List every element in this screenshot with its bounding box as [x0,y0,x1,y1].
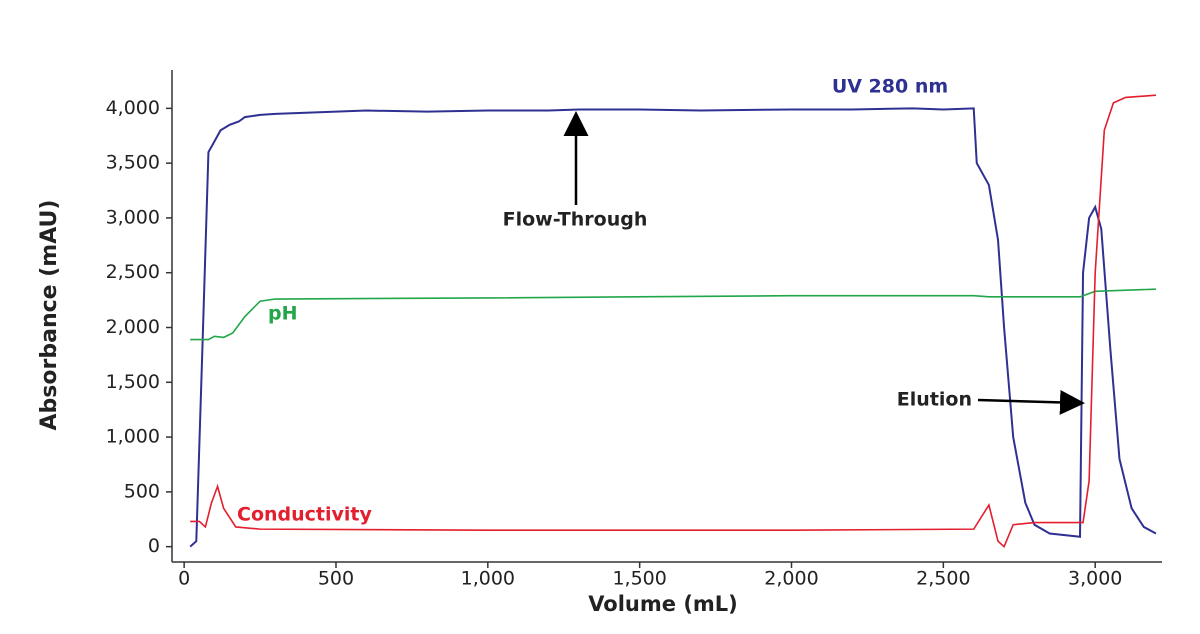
series-line [190,94,1156,549]
annotation-arrow [977,389,1085,415]
x-tick-label: 500 [318,568,354,590]
series-label: Conductivity [237,504,372,526]
y-tick-label: 2,500 [106,261,160,283]
x-tick-label: 0 [178,568,190,590]
x-tick-label: 3,000 [1068,568,1122,590]
y-tick-label: 500 [124,480,160,502]
y-tick-label: 4,000 [106,97,160,119]
y-tick-label: 3,500 [106,152,160,174]
series-label: pH [268,303,298,325]
y-tick-label: 1,500 [106,371,160,393]
series-label: UV 280 nm [832,76,948,98]
annotation: Elution [897,389,972,411]
y-tick-label: 0 [148,535,160,557]
y-axis-label: Absorbance (mAU) [37,200,62,431]
y-tick-label: 1,000 [106,426,160,448]
x-tick-label: 2,000 [764,568,818,590]
annotation: Flow-Through [503,209,648,231]
x-tick-label: 2,500 [916,568,970,590]
series-line [190,288,1156,341]
y-tick-label: 3,000 [106,206,160,228]
y-tick-label: 2,000 [106,316,160,338]
x-tick-label: 1,000 [461,568,515,590]
x-axis-label: Volume (mL) [588,592,738,616]
x-tick-label: 1,500 [612,568,666,590]
series-line [189,107,1157,548]
